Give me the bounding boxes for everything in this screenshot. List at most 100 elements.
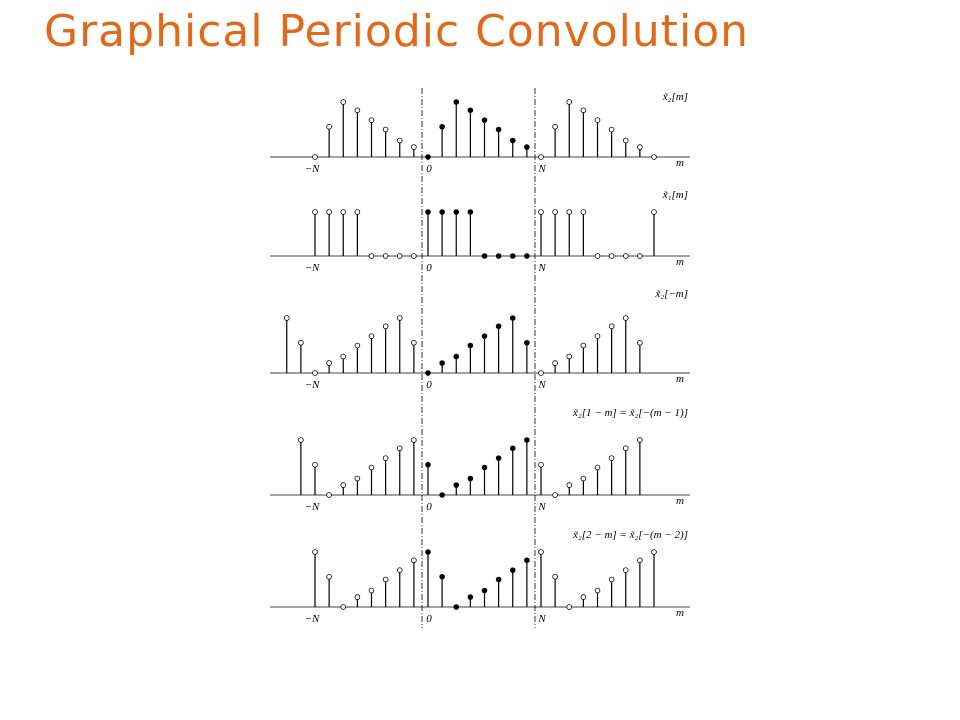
stem-marker xyxy=(340,353,347,360)
stem-marker xyxy=(354,107,361,114)
panel-label: x̃₁[m] xyxy=(662,189,688,201)
stem-marker xyxy=(368,253,375,259)
axis-variable: m xyxy=(676,495,684,507)
stem-marker xyxy=(524,437,530,443)
stem-marker xyxy=(425,461,431,468)
slide-title: Graphical Periodic Convolution xyxy=(44,6,750,57)
stem-marker xyxy=(538,154,544,160)
stem-marker xyxy=(622,253,629,259)
stem-marker xyxy=(425,549,431,555)
stem-marker xyxy=(538,461,544,468)
stem-marker xyxy=(538,370,544,376)
stem-marker xyxy=(382,576,389,583)
stem-marker xyxy=(637,339,643,346)
axis-label: N xyxy=(537,379,546,391)
stem-marker xyxy=(524,144,530,150)
axis-variable: m xyxy=(676,373,684,385)
stem-marker xyxy=(481,333,488,339)
stem-marker xyxy=(326,123,332,130)
stem-marker xyxy=(439,360,445,366)
stem-marker xyxy=(439,573,445,580)
axis-variable: m xyxy=(676,256,684,268)
stem-marker xyxy=(411,253,417,259)
stem-marker xyxy=(509,445,516,452)
stem-marker xyxy=(453,353,460,360)
stem-marker xyxy=(566,604,573,610)
stem-marker xyxy=(580,475,587,482)
stem-marker xyxy=(651,549,657,555)
stem-marker xyxy=(622,567,629,573)
stem-marker xyxy=(453,99,460,105)
stem-marker xyxy=(298,339,304,346)
stem-marker xyxy=(566,353,573,360)
axis-label: 0 xyxy=(426,379,432,391)
stem-marker xyxy=(552,209,558,215)
stem-marker xyxy=(382,253,389,259)
axis-label: N xyxy=(537,163,546,175)
axis-label: 0 xyxy=(426,262,432,274)
stem-marker xyxy=(552,573,558,580)
stem-marker xyxy=(326,360,332,366)
stem-marker xyxy=(368,117,375,123)
stem-marker xyxy=(495,323,502,330)
stem-marker xyxy=(594,117,601,123)
axis-label: −N xyxy=(305,163,320,175)
stem-marker xyxy=(326,209,332,215)
stem-marker xyxy=(509,137,516,144)
stem-marker xyxy=(439,209,445,215)
stem-marker xyxy=(608,455,615,461)
stem-marker xyxy=(651,209,657,215)
stem-marker xyxy=(382,126,389,133)
stem-marker xyxy=(453,604,460,610)
stem-marker xyxy=(340,604,347,610)
axis-label: −N xyxy=(305,379,320,391)
stem-marker xyxy=(481,253,488,259)
axis-label: −N xyxy=(305,501,320,513)
stem-marker xyxy=(481,587,488,594)
stem-marker xyxy=(594,253,601,259)
stem-marker xyxy=(524,339,530,346)
panel-label: x̃₂[2 − m] = x̃₂[−(m − 2)] xyxy=(572,529,688,541)
stem-marker xyxy=(637,144,643,150)
stem-marker xyxy=(411,557,417,564)
stem-marker xyxy=(580,342,587,349)
stem-marker xyxy=(637,437,643,443)
stem-marker xyxy=(566,99,573,105)
stem-marker xyxy=(509,567,516,573)
stem-marker xyxy=(368,587,375,594)
stem-marker xyxy=(538,209,544,215)
axis-variable: m xyxy=(676,607,684,619)
stem-marker xyxy=(467,475,474,482)
stem-marker xyxy=(495,253,502,259)
stem-marker xyxy=(340,99,347,105)
stem-marker xyxy=(608,126,615,133)
stem-marker xyxy=(439,492,445,498)
stem-marker xyxy=(368,464,375,471)
stem-marker xyxy=(312,209,318,215)
stem-marker xyxy=(411,339,417,346)
axis-label: 0 xyxy=(426,501,432,513)
axis-label: 0 xyxy=(426,163,432,175)
axis-variable: m xyxy=(676,157,684,169)
stem-marker xyxy=(453,209,460,215)
stem-marker xyxy=(382,323,389,330)
stem-marker xyxy=(467,594,474,600)
stem-marker xyxy=(326,492,332,498)
stem-marker xyxy=(552,492,558,498)
stem-marker xyxy=(354,209,361,215)
stem-marker xyxy=(312,461,318,468)
stem-marker xyxy=(495,576,502,583)
stem-marker xyxy=(354,342,361,349)
stem-marker xyxy=(481,464,488,471)
stem-marker xyxy=(467,107,474,114)
stem-marker xyxy=(622,445,629,452)
stem-marker xyxy=(354,475,361,482)
stem-marker xyxy=(396,253,403,259)
stem-marker xyxy=(580,594,587,600)
stem-marker xyxy=(326,573,332,580)
stem-marker xyxy=(566,482,573,488)
stem-marker xyxy=(312,549,318,555)
stem-marker xyxy=(552,123,558,130)
